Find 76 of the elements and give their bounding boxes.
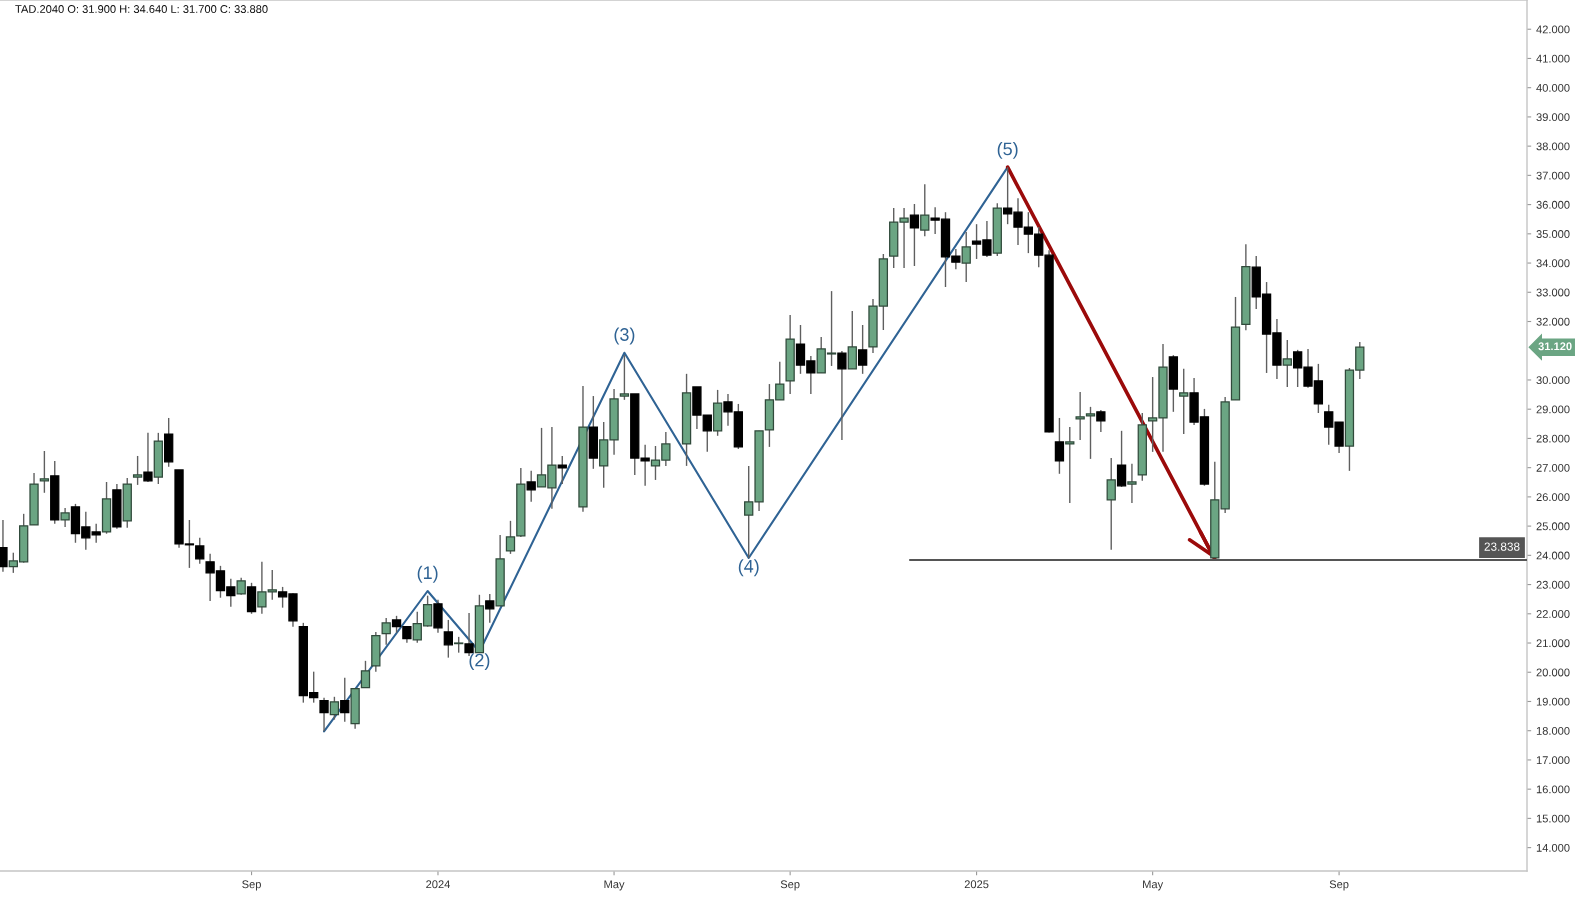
x-tick-label: 2025 xyxy=(964,880,989,889)
candlestick xyxy=(837,350,847,441)
y-tick-label: 40.000 xyxy=(1536,83,1570,92)
y-tick-label: 28.000 xyxy=(1536,434,1570,443)
y-tick-label: 18.000 xyxy=(1536,726,1570,735)
x-tick-label: Sep xyxy=(242,880,261,891)
y-tick-label: 20.000 xyxy=(1536,668,1570,677)
candlestick xyxy=(485,593,495,624)
y-tick-label: 26.000 xyxy=(1536,493,1570,502)
candlestick xyxy=(443,619,453,659)
candlestick xyxy=(329,696,340,721)
y-tick-label: 25.000 xyxy=(1536,522,1570,531)
candlestick xyxy=(60,507,70,528)
candlestick xyxy=(526,470,536,503)
y-tick-label: 14.000 xyxy=(1536,843,1570,852)
annotation: (3) xyxy=(614,327,635,345)
candlestick xyxy=(340,677,350,723)
y-tick-label: 41.000 xyxy=(1536,54,1570,63)
y-tick-label: 29.000 xyxy=(1536,405,1570,414)
y-tick-label: 33.000 xyxy=(1536,288,1570,297)
y-tick-label: 36.000 xyxy=(1536,200,1570,209)
x-tick-label: Sep xyxy=(780,880,800,891)
y-tick-label: 19.000 xyxy=(1536,697,1570,706)
candlestick xyxy=(319,696,329,732)
y-tick-label: 35.000 xyxy=(1536,230,1570,238)
candlestick xyxy=(557,455,567,485)
candlestick xyxy=(1116,430,1127,488)
y-tick-label: 16.000 xyxy=(1536,785,1570,794)
y-tick-label: 32.000 xyxy=(1536,317,1570,326)
candlestick xyxy=(1106,457,1116,551)
candlestick xyxy=(1127,463,1137,504)
x-tick-label: May xyxy=(604,880,625,891)
candlestick xyxy=(433,599,443,634)
candlestick xyxy=(909,203,920,267)
line-series xyxy=(323,166,1009,733)
y-tick-label: 15.000 xyxy=(1536,814,1570,823)
candlestick xyxy=(847,310,857,370)
annotation: (4) xyxy=(738,559,759,577)
candlestick xyxy=(1096,409,1106,433)
y-tick-label: 34.000 xyxy=(1536,259,1570,268)
candlestick xyxy=(920,183,930,237)
y-tick-label: 23.000 xyxy=(1536,580,1570,589)
annotation: 23.838 xyxy=(1484,542,1520,551)
candlestick xyxy=(961,231,971,283)
x-tick-label: 2024 xyxy=(426,880,451,889)
x-tick-label: Sep xyxy=(1329,880,1349,891)
annotation: (5) xyxy=(997,142,1018,159)
y-tick-label: 39.000 xyxy=(1536,113,1570,122)
chart-title: TAD.2040 O: 31.900 H: 34.640 L: 31.700 C: 33.880 xyxy=(15,5,268,13)
candlestick xyxy=(143,432,153,483)
x-tick-label: May xyxy=(1143,880,1164,891)
candlestick xyxy=(1282,339,1292,388)
text: 31.120 xyxy=(1538,342,1572,351)
y-tick-label: 38.000 xyxy=(1536,142,1570,151)
candlestick xyxy=(39,450,50,494)
candlestick xyxy=(195,537,205,565)
candlestick xyxy=(1179,368,1189,435)
y-tick-label: 22.000 xyxy=(1536,610,1570,618)
candlestick xyxy=(1054,417,1065,475)
candlestick xyxy=(360,660,371,689)
annotation: (1) xyxy=(417,565,438,583)
candlestick xyxy=(132,455,143,486)
candlestick xyxy=(1065,426,1075,504)
candlestick xyxy=(0,519,8,573)
candlestick xyxy=(619,354,630,401)
y-tick-label: 42.000 xyxy=(1536,25,1570,34)
candlestick xyxy=(505,520,516,555)
y-tick-label: 24.000 xyxy=(1536,551,1570,560)
y-tick-label: 30.000 xyxy=(1536,376,1570,385)
y-tick-label: 17.000 xyxy=(1536,756,1570,765)
candlestick xyxy=(381,617,391,646)
candlestick xyxy=(857,324,868,375)
y-tick-label: 37.000 xyxy=(1536,171,1570,180)
annotation: (2) xyxy=(469,653,490,670)
y-tick-label: 27.000 xyxy=(1536,463,1570,472)
y-tick-label: 21.000 xyxy=(1536,639,1570,648)
